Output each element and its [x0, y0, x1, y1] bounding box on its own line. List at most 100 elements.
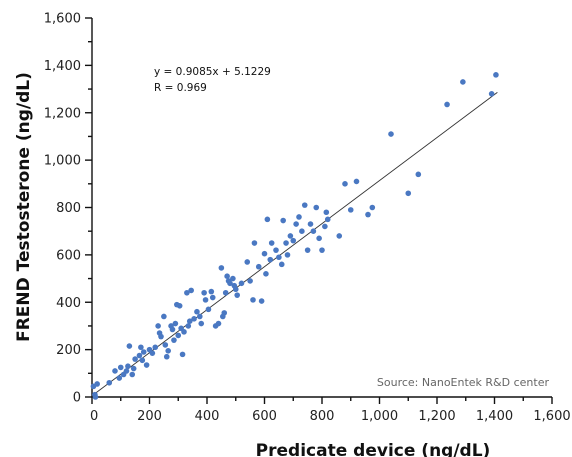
data-point: [149, 350, 156, 356]
data-point: [323, 209, 330, 216]
data-point: [283, 240, 289, 246]
data-point: [140, 349, 147, 355]
y-tick-label: 400: [56, 296, 81, 311]
data-point: [179, 351, 186, 358]
data-point: [185, 323, 192, 329]
data-point: [171, 337, 177, 343]
data-point: [186, 318, 193, 325]
data-point: [247, 278, 253, 284]
data-point: [369, 204, 376, 211]
data-point: [227, 280, 233, 287]
data-point: [251, 240, 258, 246]
data-points: [90, 72, 499, 400]
data-point: [191, 316, 197, 322]
data-point: [258, 298, 265, 304]
y-tick-label: 600: [56, 248, 81, 263]
data-point: [139, 357, 146, 364]
equation-label: y = 0.9085x + 5.1229: [154, 66, 271, 78]
x-tick-label: 800: [310, 409, 335, 424]
data-point: [188, 287, 194, 294]
data-point: [460, 79, 466, 85]
data-point: [136, 352, 143, 359]
data-point: [234, 292, 240, 298]
y-tick-label: 1,200: [44, 106, 81, 121]
regression-line: [91, 91, 498, 397]
data-point: [405, 190, 412, 197]
data-point: [324, 216, 331, 223]
data-point: [280, 217, 286, 224]
data-point: [224, 273, 230, 279]
data-point: [176, 303, 183, 309]
y-tick-label: 800: [56, 201, 81, 216]
data-point: [201, 289, 207, 296]
data-point: [117, 364, 124, 371]
fit-layer: [91, 91, 498, 397]
data-point: [158, 333, 164, 340]
data-point: [493, 72, 499, 78]
data-point: [304, 247, 311, 253]
data-point: [116, 375, 123, 381]
data-point: [290, 237, 297, 244]
data-point: [444, 101, 450, 108]
ticks: 0 200 400 600 800 1,000 1,200 1,400 1,600 0 200 400…: [44, 12, 571, 425]
data-point: [202, 297, 209, 303]
data-point: [353, 178, 360, 185]
data-point: [169, 326, 176, 333]
data-point: [250, 297, 256, 303]
data-point: [415, 171, 422, 178]
y-axis-title: FREND Testosterone (ng/dL): [14, 72, 34, 342]
data-point: [222, 289, 229, 296]
data-point: [230, 275, 236, 282]
data-point: [112, 368, 118, 374]
r-value-label: R = 0.969: [154, 82, 207, 94]
y-tick-label: 200: [56, 343, 81, 358]
data-point: [152, 344, 159, 351]
x-tick-label: 600: [252, 409, 277, 424]
data-point: [123, 368, 130, 374]
data-point: [165, 348, 171, 354]
data-point: [268, 240, 275, 246]
data-point: [126, 343, 133, 349]
data-point: [267, 256, 274, 263]
data-point: [138, 344, 144, 351]
data-point: [221, 310, 228, 316]
x-tick-label: 0: [90, 409, 98, 424]
data-point: [284, 252, 291, 258]
data-point: [125, 363, 131, 370]
data-point: [255, 263, 262, 270]
data-point: [106, 379, 113, 386]
data-point: [273, 247, 279, 253]
data-point: [232, 286, 239, 293]
data-point: [488, 91, 495, 97]
data-point: [197, 313, 203, 320]
data-point: [215, 320, 222, 327]
data-point: [184, 289, 190, 296]
y-tick-label: 0: [73, 391, 81, 406]
data-point: [342, 181, 348, 187]
data-point: [94, 381, 100, 387]
x-tick-label: 1,400: [476, 409, 513, 424]
data-point: [301, 202, 308, 208]
data-point: [162, 342, 169, 348]
data-point: [205, 306, 212, 313]
data-point: [319, 247, 325, 253]
data-point: [175, 332, 182, 339]
y-tick-label: 1,400: [44, 59, 81, 74]
source-note: Source: NanoEntek R&D center: [377, 376, 550, 389]
data-point: [263, 271, 269, 277]
data-point: [218, 265, 225, 271]
data-point: [129, 371, 136, 378]
data-point: [299, 228, 305, 234]
data-point: [261, 250, 268, 257]
data-point: [132, 356, 138, 362]
data-point: [278, 261, 285, 268]
data-point: [313, 204, 320, 211]
data-point: [198, 320, 205, 327]
data-point: [161, 313, 167, 320]
data-point: [296, 214, 302, 220]
data-point: [322, 223, 328, 230]
data-point: [287, 233, 294, 239]
data-point: [130, 365, 137, 372]
data-point: [209, 294, 216, 301]
